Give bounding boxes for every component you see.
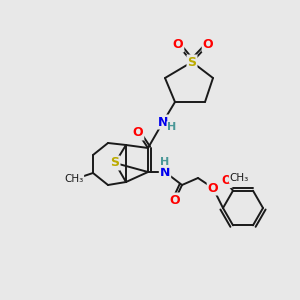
Text: H: H xyxy=(160,157,169,167)
Text: CH₃: CH₃ xyxy=(230,173,249,183)
Text: O: O xyxy=(173,38,183,52)
Text: O: O xyxy=(203,38,213,52)
Text: H: H xyxy=(167,122,177,132)
Text: O: O xyxy=(170,194,180,206)
Text: O: O xyxy=(221,174,231,187)
Text: S: S xyxy=(110,157,119,169)
Text: O: O xyxy=(208,182,218,194)
Text: N: N xyxy=(160,166,170,178)
Text: S: S xyxy=(188,56,196,68)
Text: O: O xyxy=(133,127,143,140)
Text: CH₃: CH₃ xyxy=(64,174,84,184)
Text: N: N xyxy=(158,116,168,128)
